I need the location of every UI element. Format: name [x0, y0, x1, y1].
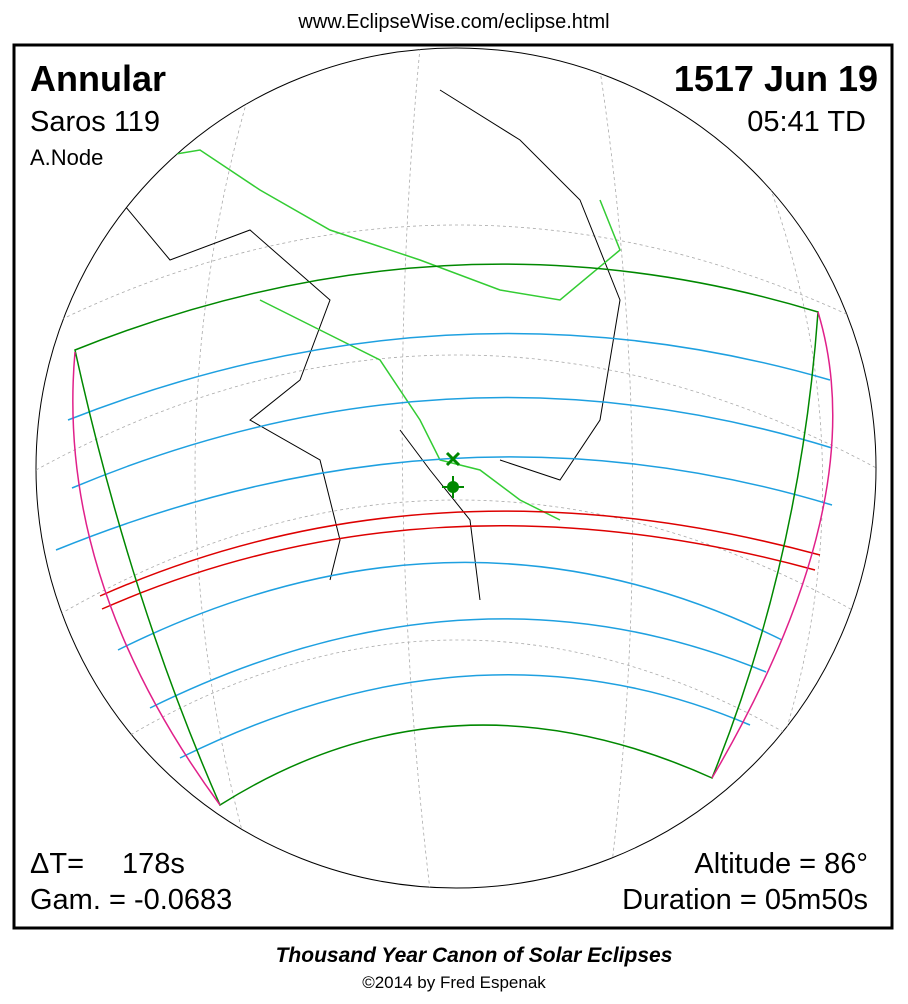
copyright: ©2014 by Fred Espenak [362, 973, 546, 992]
url: www.EclipseWise.com/eclipse.html [297, 11, 609, 33]
time-line [55, 456, 833, 551]
time-line [149, 618, 767, 709]
coastline [119, 89, 621, 601]
gamma: Gam. = -0.0683 [30, 884, 232, 916]
node: A.Node [30, 145, 103, 170]
time-lines [55, 332, 833, 759]
time-line [67, 332, 831, 421]
subsolar-point [445, 451, 461, 467]
central-path-north [99, 510, 821, 597]
duration: Duration = 05m50s [622, 884, 868, 916]
greatest-eclipse-cross [442, 476, 464, 498]
globe [35, 47, 877, 889]
saros: Saros 119 [30, 106, 160, 138]
footer-title: Thousand Year Canon of Solar Eclipses [276, 944, 673, 967]
time: 05:41 TD [747, 106, 866, 138]
altitude: Altitude = 86° [694, 848, 868, 880]
delta-t-label: ΔT= [30, 848, 84, 880]
time-line [117, 561, 783, 651]
eclipse-type: Annular [30, 58, 166, 99]
rise-limit [72, 351, 221, 806]
central-path-south [101, 524, 816, 610]
set-limit [711, 311, 834, 779]
eclipse-path [55, 263, 834, 807]
penumbra-limit [74, 263, 819, 807]
date: 1517 Jun 19 [674, 58, 878, 99]
time-line [71, 396, 833, 489]
delta-t-value: 178s [122, 848, 185, 880]
time-line [179, 673, 751, 759]
graticule [36, 48, 876, 888]
borders [139, 149, 621, 521]
